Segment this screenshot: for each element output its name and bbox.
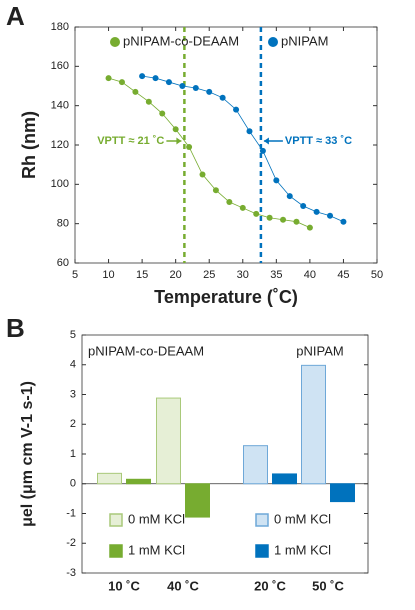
x-tick-label: 20 <box>170 269 182 281</box>
data-point <box>327 212 334 219</box>
data-point <box>226 199 233 206</box>
y-tick-label: 2 <box>70 418 76 430</box>
data-point <box>340 218 347 225</box>
legend-swatch <box>109 513 123 527</box>
bar <box>243 445 268 485</box>
data-point <box>239 204 246 211</box>
y-tick-label: 4 <box>70 359 76 371</box>
y-tick-label: 80 <box>57 218 69 230</box>
data-point <box>139 73 146 80</box>
bar <box>272 473 297 485</box>
data-point <box>313 208 320 215</box>
panel-label: A <box>6 1 25 31</box>
x-tick-label: 5 <box>72 269 78 281</box>
data-point <box>293 218 300 225</box>
y-tick-label: 1 <box>70 448 76 460</box>
x-tick-label: 10 ˚C <box>108 578 140 593</box>
legend-swatch <box>255 544 269 558</box>
y-tick-label: 3 <box>70 388 76 400</box>
x-tick-label: 45 <box>337 269 349 281</box>
y-tick-label: 140 <box>51 100 69 112</box>
data-point <box>165 79 172 86</box>
data-point <box>300 202 307 209</box>
group-label: pNIPAM-co-DEAAM <box>88 343 204 358</box>
legend-swatch <box>109 544 123 558</box>
bar <box>301 364 326 485</box>
data-point <box>152 75 159 82</box>
x-tick-label: 10 <box>102 269 114 281</box>
annotation-arrowhead <box>263 137 269 145</box>
x-tick-label: 15 <box>136 269 148 281</box>
x-tick-label: 20 ˚C <box>254 578 286 593</box>
x-tick-label: 30 <box>237 269 249 281</box>
data-point <box>306 224 313 231</box>
data-point <box>233 106 240 113</box>
data-point <box>132 88 139 95</box>
group-label: pNIPAM <box>296 343 343 358</box>
annotation: VPTT ≈ 33 ˚C <box>285 135 352 147</box>
bar <box>97 472 122 485</box>
data-point <box>273 177 280 184</box>
data-point <box>206 88 213 95</box>
data-point <box>259 147 266 154</box>
legend-marker <box>110 37 120 47</box>
panel-label: B <box>6 313 25 343</box>
annotation: VPTT ≈ 21 ˚C <box>97 135 164 147</box>
legend-label: 1 mM KCl <box>128 542 185 557</box>
legend-label: 0 mM KCl <box>274 511 331 526</box>
data-point <box>280 216 287 223</box>
legend-swatch <box>255 513 269 527</box>
legend-label: 0 mM KCl <box>128 511 185 526</box>
bar <box>156 397 181 485</box>
x-tick-label: 40 <box>304 269 316 281</box>
x-tick-label: 50 ˚C <box>312 578 344 593</box>
data-point <box>219 94 226 101</box>
x-tick-label: 35 <box>270 269 282 281</box>
data-point <box>179 83 186 89</box>
y-tick-label: 160 <box>51 60 69 72</box>
x-tick-label: 40 ˚C <box>167 578 199 593</box>
y-axis-label: Rh (nm) <box>19 111 39 179</box>
data-point <box>105 75 112 82</box>
series-line <box>142 75 344 223</box>
data-point <box>159 110 166 117</box>
data-point <box>253 210 260 217</box>
y-tick-label: 120 <box>51 139 69 151</box>
y-tick-label: -3 <box>66 567 76 579</box>
legend-marker <box>268 37 278 47</box>
annotation-arrowhead <box>176 137 182 145</box>
y-axis-label: μel (μm cm V-1 s-1) <box>19 381 36 527</box>
y-tick-label: 180 <box>51 21 69 33</box>
bar <box>330 483 355 503</box>
y-tick-label: 0 <box>70 478 76 490</box>
y-tick-label: -1 <box>66 507 76 519</box>
data-point <box>118 79 125 86</box>
data-point <box>145 98 152 105</box>
data-point <box>192 84 199 91</box>
y-tick-label: -2 <box>66 537 76 549</box>
bar <box>185 483 210 518</box>
data-point <box>212 187 219 194</box>
legend-label: pNIPAM <box>281 33 328 48</box>
series-line <box>108 77 311 228</box>
legend-label: pNIPAM-co-DEAAM <box>123 33 239 48</box>
data-point <box>186 143 193 150</box>
x-axis-label: Temperature (˚C) <box>154 287 298 307</box>
y-tick-label: 60 <box>57 257 69 269</box>
data-point <box>172 126 179 133</box>
legend-label: 1 mM KCl <box>274 542 331 557</box>
data-point <box>199 171 206 178</box>
data-point <box>286 193 293 200</box>
x-tick-label: 50 <box>371 269 383 281</box>
data-point <box>246 128 253 135</box>
y-tick-label: 100 <box>51 178 69 190</box>
x-tick-label: 25 <box>203 269 215 281</box>
data-point <box>266 214 273 221</box>
y-tick-label: 5 <box>70 329 76 341</box>
bar <box>126 478 151 485</box>
